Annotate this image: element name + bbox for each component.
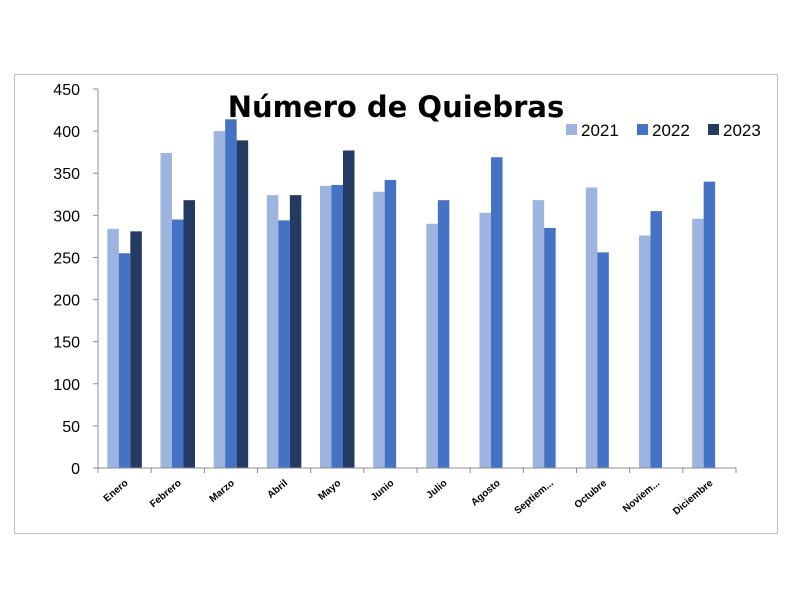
y-tick-label: 0 bbox=[71, 461, 80, 478]
bar-2022-5 bbox=[384, 179, 397, 468]
bar-2022-2 bbox=[225, 119, 237, 468]
bar-2022-8 bbox=[544, 227, 556, 468]
plot-area: 0 50 100 150 200 250 300 350 400 450 Enero Febrero M… bbox=[53, 82, 737, 518]
bar-2021-6 bbox=[426, 223, 438, 468]
x-category-label: Diciembre bbox=[671, 478, 715, 518]
bar-2022-7 bbox=[491, 157, 503, 468]
x-category-label: Agosto bbox=[469, 478, 502, 509]
bar-2021-2 bbox=[213, 131, 226, 468]
y-tick-label: 450 bbox=[53, 82, 80, 99]
x-category-label: Noviem... bbox=[621, 478, 662, 515]
bar-2023-3 bbox=[289, 195, 302, 468]
y-tick-label: 200 bbox=[53, 293, 80, 310]
bar-2023-1 bbox=[183, 200, 195, 468]
y-tick-label: 150 bbox=[53, 335, 80, 352]
bar-2021-4 bbox=[320, 185, 332, 468]
legend-swatch-2022 bbox=[637, 124, 648, 135]
y-tick-label: 400 bbox=[53, 124, 80, 141]
bar-2021-1 bbox=[160, 153, 172, 468]
y-tick-label: 50 bbox=[62, 419, 80, 436]
x-category-label: Junio bbox=[369, 478, 397, 504]
bar-2021-3 bbox=[266, 195, 279, 468]
bar-2021-11 bbox=[692, 218, 704, 468]
bar-2021-0 bbox=[107, 228, 119, 468]
y-tick-label: 350 bbox=[53, 166, 80, 183]
bar-2021-9 bbox=[585, 187, 598, 469]
bar-2023-0 bbox=[130, 231, 142, 468]
bar-2022-0 bbox=[118, 253, 131, 468]
bar-2023-4 bbox=[343, 150, 355, 468]
legend-label-2022: 2022 bbox=[652, 121, 690, 140]
bar-2021-10 bbox=[639, 235, 651, 468]
x-category-label: Mayo bbox=[317, 478, 344, 503]
y-tick-label: 300 bbox=[53, 208, 80, 225]
legend-swatch-2021 bbox=[566, 124, 577, 135]
x-category-label: Abril bbox=[265, 478, 290, 501]
chart-title: Número de Quiebras bbox=[228, 90, 564, 124]
y-tick-label: 250 bbox=[53, 250, 80, 267]
x-category-label: Julio bbox=[425, 478, 450, 501]
bar-2021-5 bbox=[373, 191, 385, 469]
bar-2022-9 bbox=[597, 252, 609, 468]
bar-2022-4 bbox=[331, 185, 343, 468]
x-category-label: Enero bbox=[102, 478, 131, 505]
bar-2022-1 bbox=[172, 219, 184, 468]
x-category-label: Marzo bbox=[208, 478, 237, 505]
x-category-label: Septiem... bbox=[513, 478, 556, 517]
bar-2022-3 bbox=[278, 220, 290, 468]
bar-2022-10 bbox=[650, 211, 662, 468]
x-category-label: Febrero bbox=[148, 478, 184, 510]
legend-label-2023: 2023 bbox=[723, 121, 761, 140]
bar-2022-6 bbox=[437, 200, 450, 468]
y-tick-label: 100 bbox=[53, 377, 80, 394]
legend-label-2021: 2021 bbox=[581, 121, 619, 140]
bar-2022-11 bbox=[703, 181, 716, 468]
legend-swatch-2023 bbox=[708, 124, 719, 135]
bar-2021-8 bbox=[532, 200, 545, 468]
bar-2023-2 bbox=[236, 140, 249, 468]
x-category-label: Octubre bbox=[573, 478, 610, 511]
legend: 2021 2022 2023 bbox=[566, 121, 761, 140]
chart-frame bbox=[14, 74, 778, 534]
bar-2021-7 bbox=[479, 212, 491, 468]
